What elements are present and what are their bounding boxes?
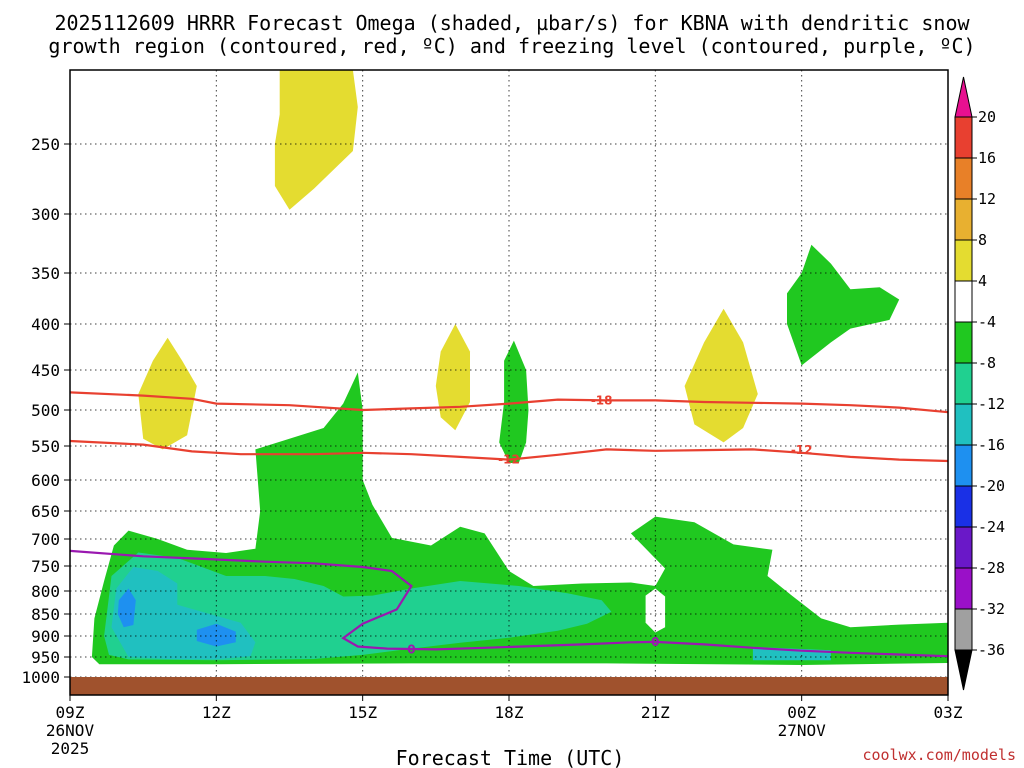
freezing-level-contour: [70, 549, 948, 658]
y-tick-label-750: 750: [31, 557, 60, 576]
chart-title-line-1: 2025112609 HRRR Forecast Omega (shaded, …: [54, 11, 970, 35]
colorbar: -36 -32 -28 -24 -20 -16 -12 -8 -4 4 8 12 16 20: [954, 76, 1005, 691]
colorbar-bin-below-min: [954, 649, 973, 691]
y-tick-label-850: 850: [31, 605, 60, 624]
y-tick-label-950: 950: [31, 648, 60, 667]
colorbar-bin--36-to--32: [954, 608, 973, 651]
colorbar-bin--4-to-4: [954, 280, 973, 323]
x-tick-date-00Z: 27NOV: [778, 721, 827, 740]
x-tick-label-15Z: 15Z: [348, 703, 377, 722]
y-tick-label-800: 800: [31, 582, 60, 601]
omega-area-1: [138, 337, 197, 450]
colorbar-bin--32-to--28: [954, 567, 973, 610]
colorbar-bin-8-to-12: [954, 198, 973, 241]
y-tick-label-600: 600: [31, 471, 60, 490]
colorbar-bin--12-to--8: [954, 362, 973, 405]
y-tick-label-500: 500: [31, 401, 60, 420]
y-tick-label-700: 700: [31, 530, 60, 549]
x-tick-label-03Z: 03Z: [934, 703, 963, 722]
x-tick-label-18Z: 18Z: [495, 703, 524, 722]
colorbar-label-12: 12: [978, 190, 996, 208]
omega-area-5: [499, 340, 529, 463]
colorbar-label--16: -16: [978, 436, 1005, 454]
colorbar-label-4: 4: [978, 272, 987, 290]
colorbar-bin-4-to-8: [954, 239, 973, 282]
omega-area-4: [787, 244, 900, 366]
colorbar-label--4: -4: [978, 313, 996, 331]
colorbar-bin--28-to--24: [954, 526, 973, 569]
x-tick-year-09Z: 2025: [51, 739, 90, 758]
colorbar-bin-16-to-20: [954, 116, 973, 159]
y-tick-label-550: 550: [31, 437, 60, 456]
colorbar-bin--20-to--16: [954, 444, 973, 487]
dgz-contour--12-label-0: -12: [498, 453, 520, 467]
colorbar-label--20: -20: [978, 477, 1005, 495]
omega-area-9: [117, 588, 136, 628]
omega-shading-layer: [91, 70, 948, 665]
y-tick-label-1000: 1000: [21, 668, 60, 687]
freezing-level-contour-label-0: 0: [407, 642, 415, 656]
x-tick-label-00Z: 00Z: [787, 703, 816, 722]
y-tick-label-450: 450: [31, 361, 60, 380]
contour-layer: -18 -12 -12 0 0: [70, 391, 948, 658]
x-tick-label-12Z: 12Z: [202, 703, 231, 722]
y-tick-label-250: 250: [31, 135, 60, 154]
x-axis-label: Forecast Time (UTC): [396, 746, 625, 768]
y-axis-tick-labels: 250 300 350 400 450 500 550 600 650 700 750 800 850 9…: [21, 135, 70, 687]
chart-title-line-2: growth region (contoured, red, ºC) and f…: [48, 34, 975, 58]
colorbar-label--12: -12: [978, 395, 1005, 413]
dgz-contour--12: [70, 439, 948, 463]
omega-area-2: [435, 324, 470, 431]
ground-surface-bar: [70, 677, 948, 695]
colorbar-label--28: -28: [978, 559, 1005, 577]
colorbar-bin--8-to--4: [954, 321, 973, 364]
dgz-contour--12-label-1: -12: [791, 443, 813, 457]
x-tick-label-21Z: 21Z: [641, 703, 670, 722]
colorbar-label--32: -32: [978, 600, 1005, 618]
colorbar-label--8: -8: [978, 354, 996, 372]
credit-text: coolwx.com/models: [862, 746, 1016, 764]
colorbar-label--24: -24: [978, 518, 1005, 536]
freezing-level-contour-label-1: 0: [651, 635, 659, 649]
x-tick-date-09Z: 26NOV: [46, 721, 95, 740]
colorbar-label--36: -36: [978, 641, 1005, 659]
colorbar-label-16: 16: [978, 149, 996, 167]
y-tick-label-650: 650: [31, 502, 60, 521]
omega-area-0: [274, 70, 358, 210]
dgz-contour--18-label-0: -18: [591, 393, 613, 407]
dgz-contour--18: [70, 391, 948, 414]
colorbar-bin-above-max: [954, 76, 973, 118]
y-tick-label-400: 400: [31, 315, 60, 334]
omega-area-3: [684, 308, 758, 443]
colorbar-label-8: 8: [978, 231, 987, 249]
colorbar-bin--16-to--12: [954, 403, 973, 446]
x-tick-label-09Z: 09Z: [56, 703, 85, 722]
y-tick-label-300: 300: [31, 205, 60, 224]
colorbar-label-20: 20: [978, 108, 996, 126]
colorbar-bin--24-to--20: [954, 485, 973, 528]
y-tick-label-900: 900: [31, 627, 60, 646]
y-tick-label-350: 350: [31, 264, 60, 283]
colorbar-bin-12-to-16: [954, 157, 973, 200]
